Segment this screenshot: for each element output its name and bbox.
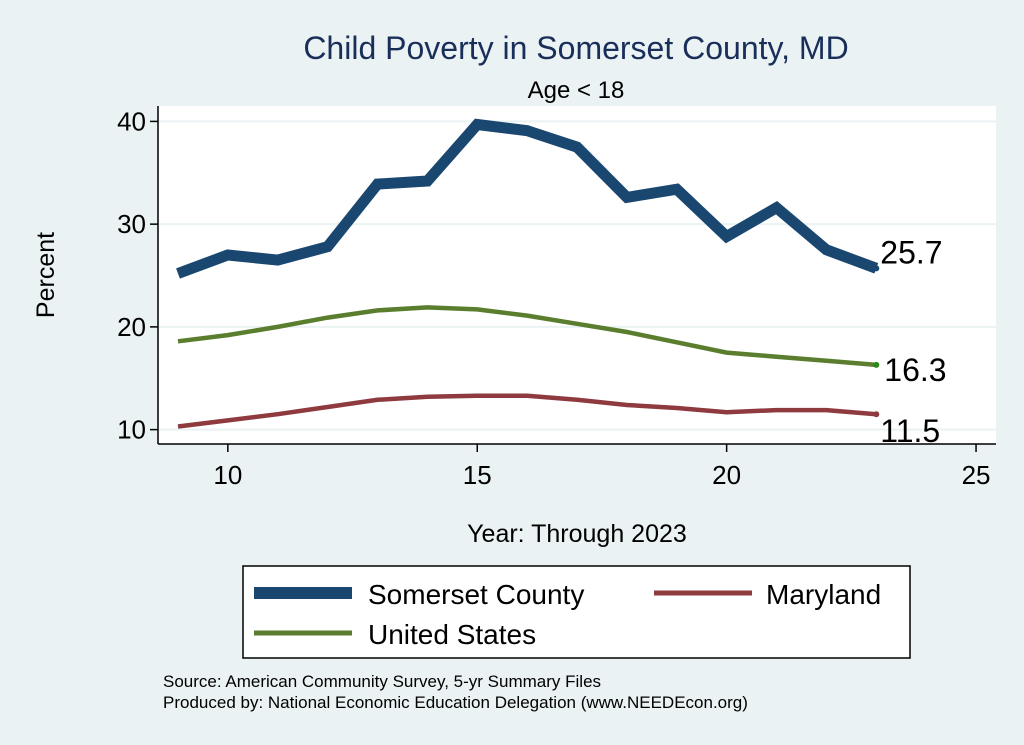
axes: 10 20 30 40 10 15 20 25 <box>117 106 996 490</box>
legend-label-somerset: Somerset County <box>368 579 584 610</box>
producer-note: Produced by: National Economic Education… <box>163 693 748 712</box>
endpoint-united-states <box>873 361 880 368</box>
series-lines <box>176 118 880 429</box>
endpoint-somerset-county <box>873 265 880 272</box>
end-label-maryland: 11.5 <box>880 413 940 449</box>
gridlines <box>158 120 996 431</box>
legend-label-maryland: Maryland <box>766 579 881 610</box>
legend: Somerset County United States Maryland <box>242 565 911 659</box>
end-label-united-states: 16.3 <box>884 352 946 388</box>
end-label-somerset-county: 25.7 <box>880 234 942 270</box>
plot-area <box>158 106 996 444</box>
series-line-somerset-county <box>176 118 879 279</box>
y-tick-label-30: 30 <box>117 209 146 239</box>
y-tick-label-40: 40 <box>117 106 146 136</box>
x-tick-label-10: 10 <box>213 460 242 490</box>
end-labels: 25.7 16.3 11.5 <box>880 234 946 449</box>
x-tick-label-20: 20 <box>712 460 741 490</box>
x-tick-label-15: 15 <box>463 460 492 490</box>
chart-title: Child Poverty in Somerset County, MD <box>303 30 848 66</box>
x-tick-label-25: 25 <box>962 460 991 490</box>
y-axis-label: Percent <box>32 232 60 318</box>
source-note: Source: American Community Survey, 5-yr … <box>163 672 601 691</box>
chart-subtitle: Age < 18 <box>528 77 625 104</box>
legend-box <box>242 565 911 659</box>
y-tick-label-10: 10 <box>117 415 146 445</box>
endpoint-maryland <box>873 411 880 418</box>
y-tick-label-20: 20 <box>117 312 146 342</box>
series-line-maryland <box>177 393 877 429</box>
legend-label-united-states: United States <box>368 619 536 650</box>
x-axis-label: Year: Through 2023 <box>467 520 687 548</box>
series-line-united-states <box>177 305 877 368</box>
